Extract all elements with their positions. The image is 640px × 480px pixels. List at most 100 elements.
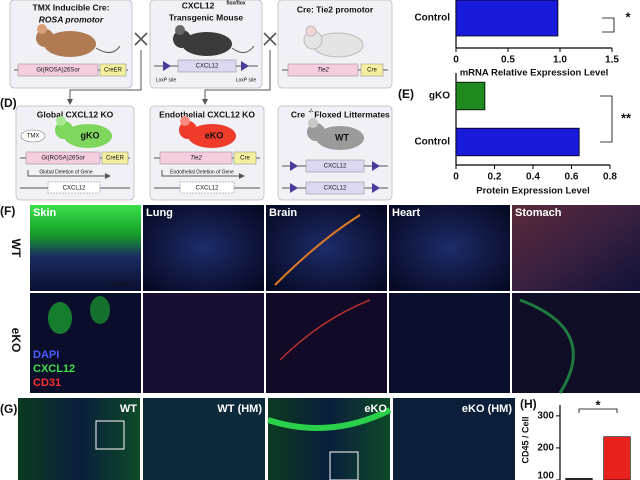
box-title-sup: flox/flox xyxy=(226,0,245,6)
micrograph xyxy=(143,293,264,393)
gene-box xyxy=(159,151,233,165)
x-tick-label: 0 xyxy=(453,55,459,66)
box-title: Transgenic Mouse xyxy=(169,12,243,22)
box-title: CXCL12 xyxy=(182,0,215,10)
gene-box xyxy=(233,151,257,165)
annotation: * xyxy=(595,397,601,412)
box-title: ROSA promotor xyxy=(39,14,104,24)
category-label: Control xyxy=(414,137,450,148)
vessel xyxy=(274,214,361,286)
significance-bracket xyxy=(602,17,615,33)
arrow xyxy=(27,170,111,179)
y-tick-label: 300 xyxy=(537,410,554,421)
micrograph xyxy=(389,293,510,393)
significance-bracket xyxy=(600,95,613,143)
y-tick-label: 200 xyxy=(537,443,554,454)
bar xyxy=(455,81,486,111)
inducer-label: TMX xyxy=(27,134,40,140)
box-title: Cre: Tie2 promotor xyxy=(297,4,374,14)
mouse-white xyxy=(303,25,364,58)
micrograph xyxy=(512,293,640,393)
mouse-green xyxy=(55,116,112,148)
gene-box xyxy=(179,181,235,194)
x-tick-label: 0.4 xyxy=(526,172,540,183)
x-tick-label: 0.8 xyxy=(603,172,617,183)
gene-box xyxy=(47,181,101,194)
panel-g: (G) WT WT (HM) eKO eKO (HM) xyxy=(0,398,515,480)
gene-label: Cre xyxy=(367,68,377,74)
row-label: WT xyxy=(9,239,23,258)
gene-label: CreER xyxy=(104,68,123,74)
tissue-edge xyxy=(519,298,575,394)
loxp xyxy=(241,61,249,71)
axis-label: mRNA Relative Expression Level xyxy=(460,68,609,79)
gene-label: Tie2 xyxy=(317,68,329,74)
gene-box xyxy=(17,63,99,77)
gene-label: Tie2 xyxy=(190,156,202,162)
inducer-bubble xyxy=(20,129,46,143)
gene-label: CXCL12 xyxy=(324,186,347,192)
micrograph xyxy=(266,293,387,393)
gene-box xyxy=(287,63,359,77)
image-label: eKO xyxy=(364,403,387,415)
x-tick-label: 0.6 xyxy=(565,172,579,183)
deletion-label: Endothelial Deletion of Gene xyxy=(170,169,234,175)
bar xyxy=(455,0,559,37)
x-tick-label: 1.0 xyxy=(553,55,567,66)
gene-label: Cre xyxy=(240,156,250,162)
column-label: Stomach xyxy=(515,207,562,219)
panel-label: (G) xyxy=(0,402,17,416)
offspring-box xyxy=(277,105,393,201)
cross xyxy=(263,32,277,46)
gene-label: Gt(ROSA)26Sor xyxy=(41,156,84,162)
scale-label: 200µm xyxy=(111,282,129,288)
cell-cluster xyxy=(48,302,72,334)
gene-label: CXCL12 xyxy=(196,64,219,70)
gene-box xyxy=(25,151,101,165)
column-label: Lung xyxy=(146,207,173,219)
gene-box xyxy=(305,181,365,195)
column-label: Heart xyxy=(392,207,420,219)
arrow xyxy=(161,170,245,179)
box-title: Floxed Littermates xyxy=(314,109,390,119)
loxp xyxy=(163,61,171,71)
bar xyxy=(565,478,593,480)
panel-label: (F) xyxy=(0,204,15,218)
arrow xyxy=(67,50,142,105)
micrograph xyxy=(18,398,140,480)
mouse-label: WT xyxy=(335,132,349,142)
legend-label: CD31 xyxy=(33,377,61,389)
loxp-label: LoxP site xyxy=(236,77,257,83)
category-label: gKO xyxy=(429,91,450,102)
x-tick-label: 1.5 xyxy=(605,55,619,66)
diagram: TMX Inducible Cre: ROSA promotor CXCL12 … xyxy=(0,0,393,201)
significance-bracket xyxy=(578,408,618,413)
box-title-sup: -/- xyxy=(309,108,314,114)
box-title: Cre xyxy=(291,109,305,119)
gene-label: Gt(ROSA)26Sor xyxy=(36,68,79,74)
annotation: * xyxy=(625,9,631,24)
cell-cluster xyxy=(90,296,110,324)
micrograph xyxy=(30,293,141,393)
micrograph xyxy=(266,205,387,291)
panel-label: (E) xyxy=(398,87,414,101)
box-title: Global CXCL12 KO xyxy=(37,109,114,119)
micrograph xyxy=(143,205,264,291)
image-label: WT (HM) xyxy=(217,403,262,415)
micrograph xyxy=(143,398,265,480)
gene-box xyxy=(99,63,127,77)
column-label: Skin xyxy=(33,207,57,219)
gene-label: CXCL12 xyxy=(196,186,219,192)
annotation: ** xyxy=(621,110,632,125)
micrograph xyxy=(512,205,640,291)
mouse-label: gKO xyxy=(81,130,100,140)
gene-label: CreER xyxy=(106,156,125,162)
x-tick-label: 0.2 xyxy=(488,172,502,183)
micrograph xyxy=(389,205,510,291)
mouse-brown xyxy=(36,24,121,57)
panel-label: (H) xyxy=(520,397,537,411)
cross xyxy=(134,32,148,46)
legend-label: DAPI xyxy=(33,349,59,361)
tissue-edge xyxy=(267,407,392,431)
